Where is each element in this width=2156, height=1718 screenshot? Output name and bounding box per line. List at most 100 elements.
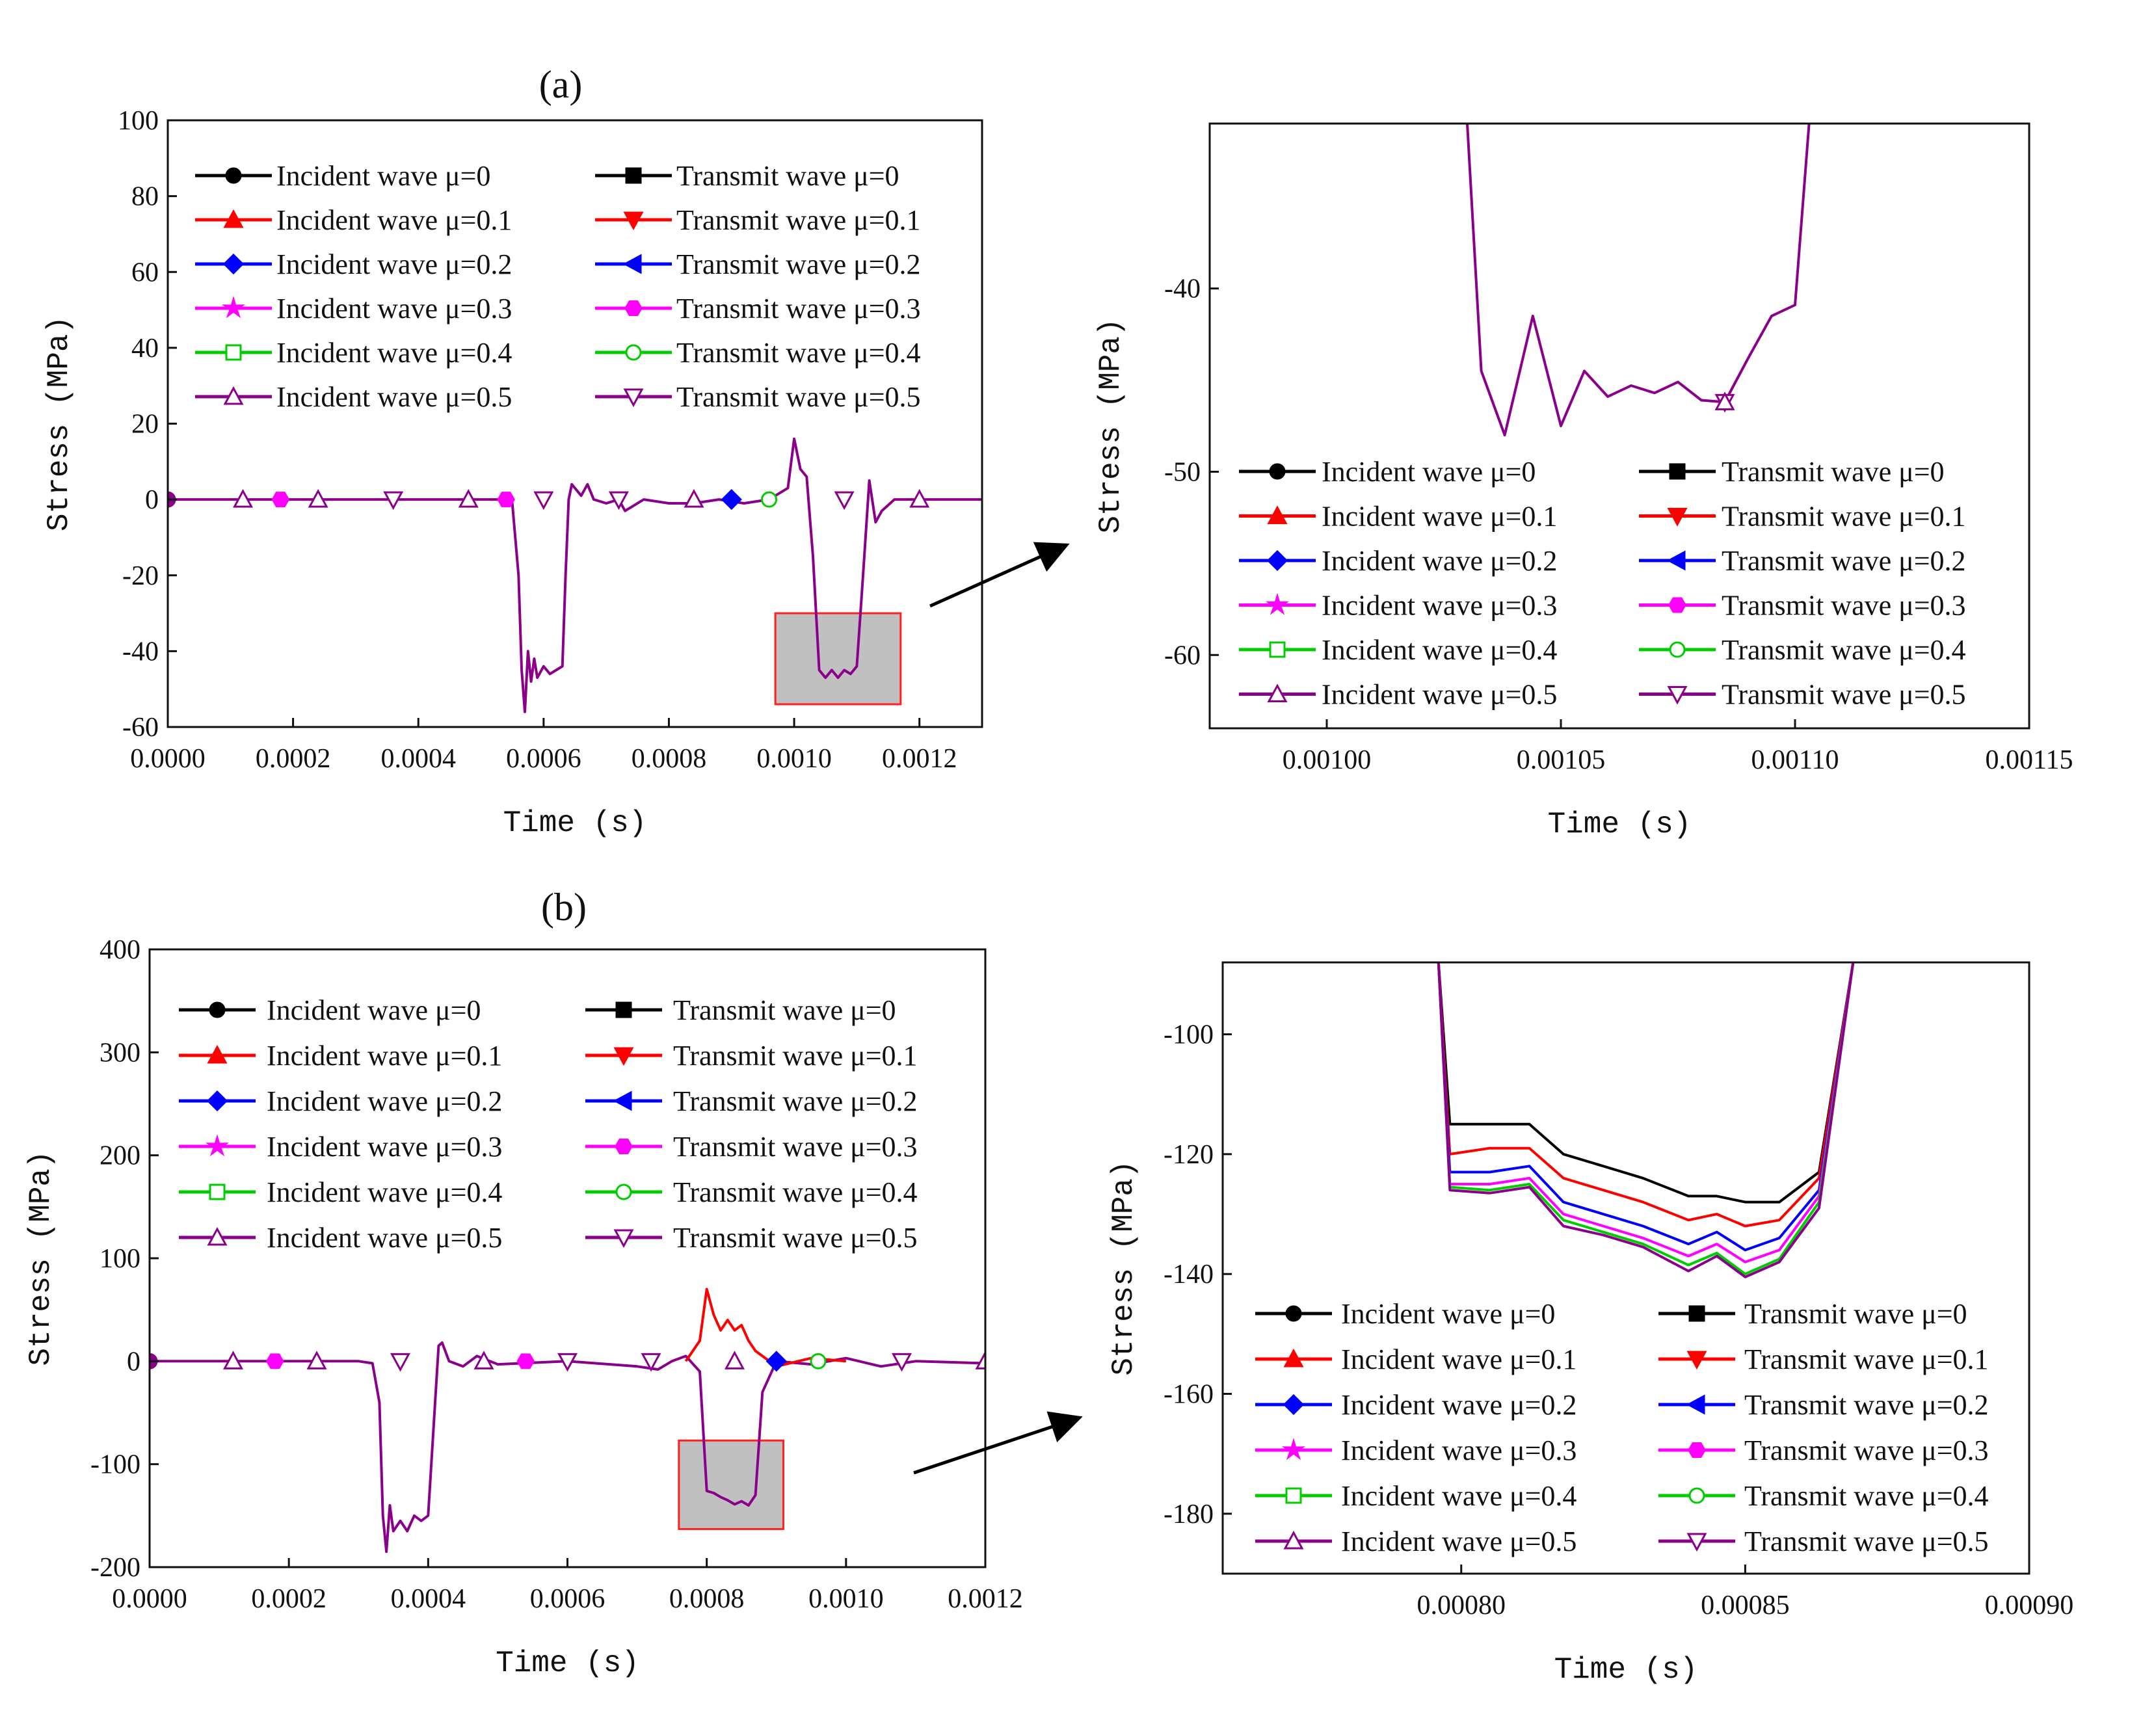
legend-label: Incident wave μ=0.5 — [1322, 679, 1557, 711]
legend-marker — [209, 1001, 226, 1018]
legend-marker — [615, 1001, 632, 1018]
legend-marker — [1283, 1348, 1304, 1368]
axes-frame — [1221, 961, 2030, 1575]
legend-label: Transmit wave μ=0.2 — [1744, 1389, 1989, 1421]
y-tick-label: -40 — [122, 637, 159, 667]
legend-marker — [1267, 683, 1288, 702]
legend-label: Transmit wave μ=0.3 — [673, 1131, 918, 1163]
x-axis-label: Time (s) — [496, 1646, 639, 1680]
x-tick-label: 0.0010 — [756, 744, 832, 774]
legend-marker — [613, 1229, 634, 1249]
data-marker — [271, 492, 290, 508]
legend-label: Incident wave μ=0.4 — [1341, 1480, 1577, 1512]
legend-marker — [615, 1183, 632, 1200]
legend-marker — [1668, 597, 1686, 613]
legend-marker — [207, 1044, 228, 1064]
plot-area — [1437, 962, 1855, 1278]
highlight-box — [774, 612, 902, 706]
data-marker — [684, 488, 704, 508]
legend-marker — [1688, 1305, 1705, 1322]
legend-label: Incident wave μ=0.1 — [276, 204, 512, 236]
data-marker — [765, 1351, 787, 1372]
data-marker — [265, 1353, 284, 1369]
legend-marker — [1667, 686, 1688, 705]
y-tick-label: -60 — [1164, 641, 1201, 670]
x-axis-label: Time (s) — [1548, 808, 1692, 841]
chart-a-zoom: 0.00100 0.00105 0.00110 0.00115 -60 -50 -40 Tim… — [1094, 122, 2073, 841]
y-tick-label: -160 — [1164, 1380, 1214, 1410]
legend-label: Incident wave μ=0.3 — [1322, 590, 1557, 622]
data-marker — [834, 491, 855, 510]
panel-label-a: (a) — [539, 63, 583, 106]
x-tick-label: 0.0002 — [256, 744, 331, 774]
y-tick-label: 20 — [131, 410, 159, 440]
y-axis-label: Stress (MPa) — [1094, 318, 1128, 533]
legend-marker — [221, 296, 246, 319]
y-axis-label: Stress (MPa) — [42, 316, 76, 531]
data-marker — [724, 1351, 745, 1369]
legend-label: Incident wave μ=0 — [1341, 1298, 1555, 1330]
legend-marker — [223, 209, 244, 228]
y-tick-label: 0 — [127, 1347, 140, 1377]
legend: Incident wave μ=0 Transmit wave μ=0 Incide… — [1239, 456, 1966, 711]
legend-marker — [615, 1139, 633, 1154]
legend-marker — [1688, 1442, 1706, 1458]
x-tick-label: 0.0012 — [882, 744, 957, 774]
legend-label: Incident wave μ=0.2 — [1322, 545, 1557, 577]
legend-marker — [623, 388, 644, 408]
x-tick-label: 0.0008 — [632, 744, 707, 774]
legend-label: Incident wave μ=0.2 — [276, 248, 512, 280]
data-marker — [533, 491, 554, 510]
x-tick-label: 0.00080 — [1417, 1591, 1506, 1620]
data-marker — [761, 491, 778, 508]
data-marker — [497, 492, 515, 508]
legend-label: Transmit wave μ=0.1 — [1722, 501, 1966, 533]
series-line — [1437, 962, 1855, 1204]
series-line — [150, 1341, 985, 1553]
legend-marker — [1666, 550, 1686, 571]
x-tick-label: 0.00085 — [1701, 1591, 1790, 1620]
legend-label: Transmit wave μ=0.2 — [1722, 545, 1966, 577]
highlight-box — [678, 1439, 784, 1530]
legend-marker — [625, 167, 642, 184]
x-tick-label: 0.0006 — [506, 744, 581, 774]
legend-label: Transmit wave μ=0.2 — [673, 1085, 918, 1117]
data-marker — [233, 488, 254, 508]
legend-label: Incident wave μ=0.5 — [1341, 1526, 1577, 1557]
legend-label: Transmit wave μ=0.4 — [676, 337, 921, 369]
legend-marker — [223, 386, 244, 405]
legend-label: Transmit wave μ=0.4 — [1722, 634, 1966, 666]
y-tick-label: -20 — [122, 561, 159, 591]
y-tick-label: 200 — [100, 1141, 140, 1171]
chart-b-zoom: 0.00080 0.00085 0.00090 -180 -160 -140 -120 -10… — [1107, 961, 2073, 1687]
legend-label: Incident wave μ=0.4 — [1322, 634, 1557, 666]
legend-label: Incident wave μ=0.1 — [1322, 501, 1557, 533]
data-marker — [891, 1353, 912, 1372]
legend-marker — [1269, 641, 1286, 658]
y-tick-label: 80 — [131, 182, 159, 212]
legend-label: Incident wave μ=0.1 — [267, 1040, 502, 1072]
x-tick-label: 0.0004 — [380, 744, 456, 774]
y-tick-label: -140 — [1164, 1260, 1214, 1289]
legend-marker — [1266, 549, 1288, 572]
legend-marker — [225, 344, 242, 361]
legend-marker — [623, 211, 644, 231]
data-marker — [516, 1353, 535, 1369]
legend-label: Incident wave μ=0.1 — [1341, 1343, 1577, 1375]
x-tick-label: 0.0000 — [112, 1584, 187, 1614]
x-tick-label: 0.0012 — [948, 1584, 1023, 1614]
legend-marker — [624, 300, 643, 316]
legend-marker — [222, 253, 245, 275]
legend-label: Incident wave μ=0.2 — [267, 1085, 502, 1117]
legend: Incident wave μ=0 Transmit wave μ=0 Incide… — [179, 994, 918, 1254]
x-tick-label: 0.0006 — [530, 1584, 606, 1614]
legend-label: Incident wave μ=0.5 — [276, 381, 512, 413]
series-line — [1437, 962, 1855, 1263]
data-marker — [975, 1351, 985, 1369]
legend-marker — [207, 1226, 228, 1246]
x-axis-label: Time (s) — [503, 806, 647, 840]
legend: Incident wave μ=0 Transmit wave μ=0 Incide… — [195, 160, 921, 413]
data-marker — [473, 1351, 494, 1369]
legend-label: Transmit wave μ=0.3 — [1744, 1434, 1989, 1466]
y-tick-label: -180 — [1164, 1500, 1214, 1529]
